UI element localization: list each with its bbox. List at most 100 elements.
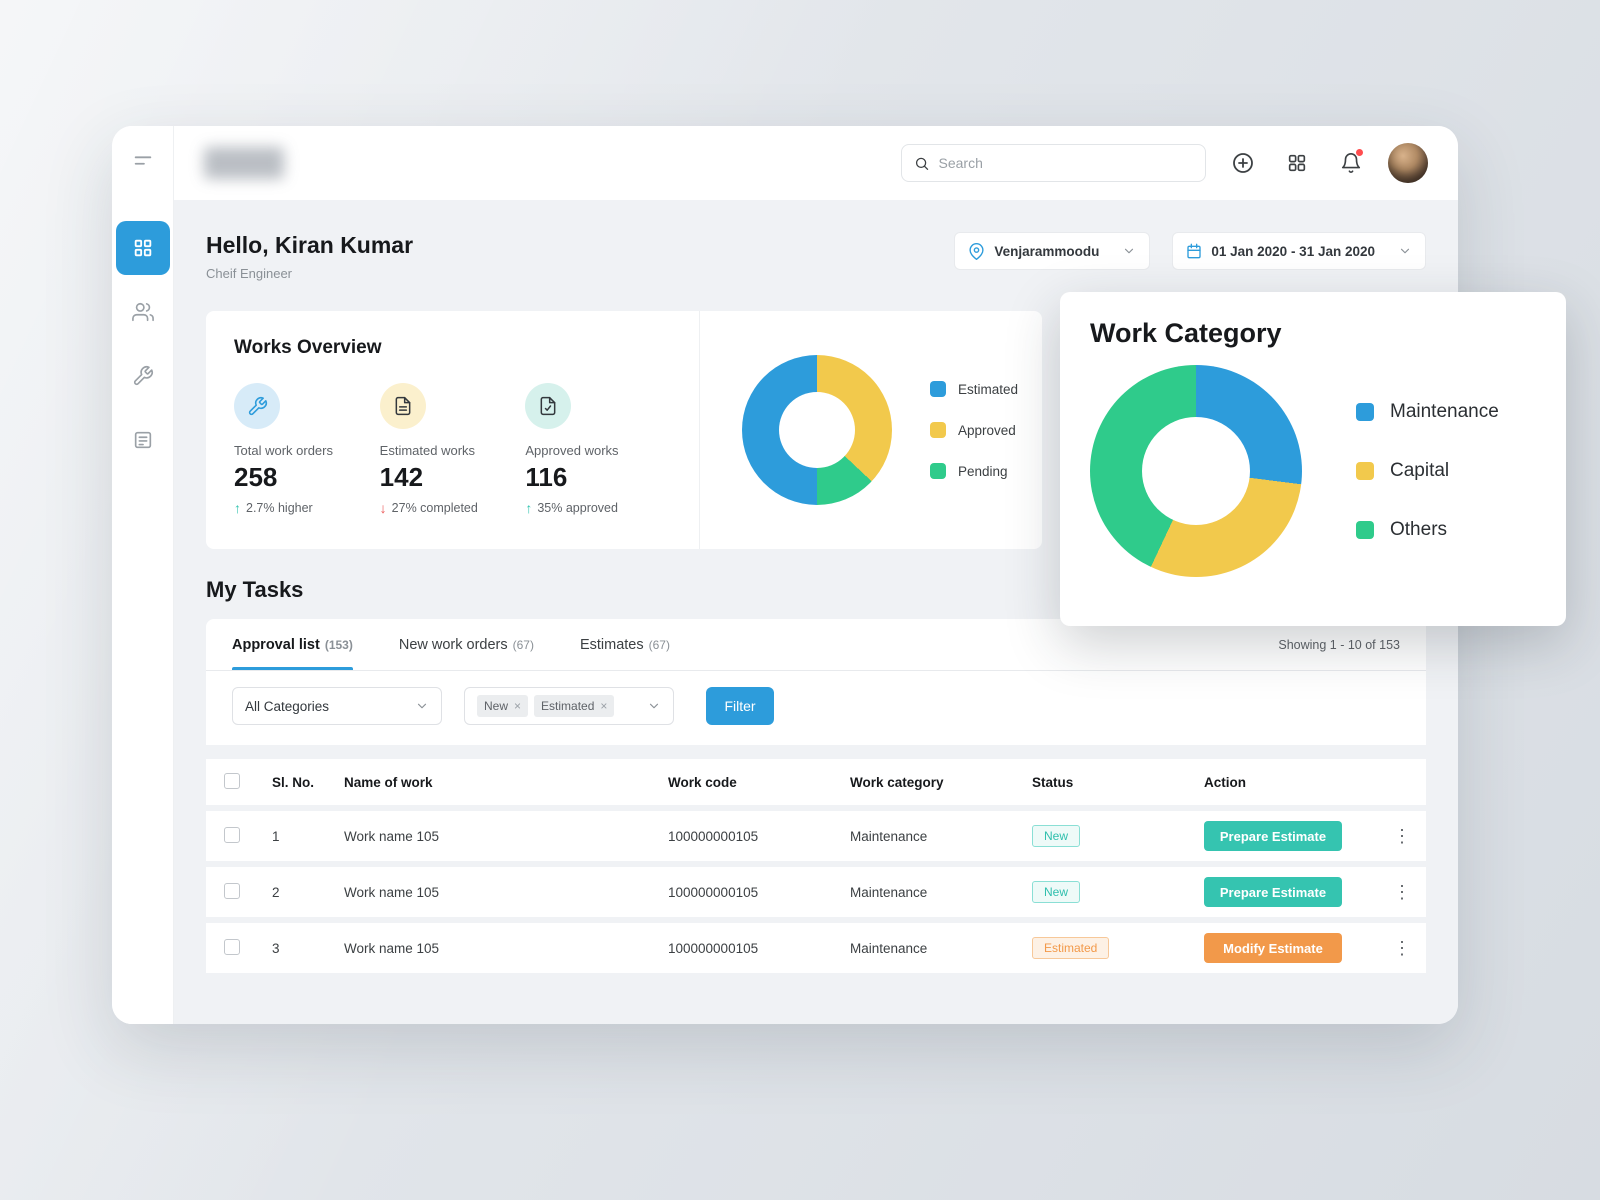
tools-icon xyxy=(133,366,153,386)
stat-estimated-works: Estimated works 142 ↓ 27% completed xyxy=(379,383,526,516)
chip-remove-icon[interactable]: × xyxy=(600,699,608,713)
cell-work-code: 100000000105 xyxy=(668,884,759,900)
row-checkbox[interactable] xyxy=(224,938,240,955)
search-input[interactable] xyxy=(938,155,1193,171)
stat-delta-text: 2.7% higher xyxy=(246,501,313,515)
chevron-down-icon xyxy=(417,703,427,709)
tab-new-work-orders[interactable]: New work orders (67) xyxy=(399,619,534,670)
header-sl-no: Sl. No. xyxy=(272,774,315,790)
avatar[interactable] xyxy=(1388,143,1428,183)
users-icon xyxy=(131,302,154,322)
cell-sl-no: 3 xyxy=(272,940,280,956)
stat-label: Total work orders xyxy=(234,443,333,458)
filter-button[interactable]: Filter xyxy=(706,687,774,725)
sidebar-item-dashboard[interactable] xyxy=(115,221,170,275)
stat-delta-text: 35% approved xyxy=(537,501,618,515)
stat-value: 142 xyxy=(379,462,424,492)
legend-label: Others xyxy=(1390,519,1448,540)
cell-work-category: Maintenance xyxy=(850,940,928,956)
dashboard-grid-icon xyxy=(134,239,151,257)
prepare-estimate-button[interactable]: Prepare Estimate xyxy=(1204,821,1342,851)
sidebar-item-users[interactable] xyxy=(116,285,170,339)
filter-row: All Categories New × Estimated × Filter xyxy=(206,671,1426,745)
tab-label: Approval list xyxy=(232,636,320,653)
stat-value: 116 xyxy=(525,462,568,492)
tab-label: Estimates xyxy=(579,636,644,653)
header-work-category: Work category xyxy=(850,774,944,790)
cell-name-of-work: Work name 105 xyxy=(344,884,440,900)
tasks-tabs: Approval list (153) New work orders (67)… xyxy=(206,619,1426,671)
status-badge: New xyxy=(1032,825,1081,847)
list-document-icon xyxy=(134,431,151,449)
location-value: Venjarammoodu xyxy=(994,243,1100,259)
apps-grid-icon xyxy=(1288,154,1306,172)
chip-label: New xyxy=(484,699,509,713)
status-badge: Estimated xyxy=(1032,937,1110,959)
work-category-legend: Maintenance Capital Others xyxy=(1356,401,1499,541)
date-range-select[interactable]: 01 Jan 2020 - 31 Jan 2020 xyxy=(1172,232,1426,270)
row-checkbox[interactable] xyxy=(224,826,240,843)
category-select[interactable]: All Categories xyxy=(232,687,442,725)
plus-circle-icon xyxy=(1233,153,1253,173)
app-window: Hello, Kiran Kumar Cheif Engineer Venjar… xyxy=(112,126,1458,1024)
location-select[interactable]: Venjarammoodu xyxy=(954,232,1151,270)
my-tasks-title: My Tasks xyxy=(206,577,304,602)
pagination-summary: Showing 1 - 10 of 153 xyxy=(1278,637,1400,652)
stat-label: Approved works xyxy=(525,443,619,458)
tab-count: (153) xyxy=(324,637,353,652)
legend-item: Capital xyxy=(1356,460,1499,482)
legend-item: Others xyxy=(1356,519,1499,541)
sidebar-item-tools[interactable] xyxy=(116,349,170,403)
kebab-menu-icon[interactable]: ⋮ xyxy=(1393,881,1411,902)
work-category-card: Work Category Maintenance Capital Others xyxy=(1060,292,1566,626)
notifications-button[interactable] xyxy=(1334,146,1368,180)
kebab-menu-icon[interactable]: ⋮ xyxy=(1393,937,1411,958)
apps-button[interactable] xyxy=(1280,146,1314,180)
trend-down-icon: ↓ xyxy=(379,500,387,516)
chevron-down-icon xyxy=(1400,248,1410,254)
notification-dot xyxy=(1356,149,1363,156)
legend-swatch xyxy=(1356,462,1374,480)
dashboard-content: Hello, Kiran Kumar Cheif Engineer Venjar… xyxy=(174,200,1458,1024)
sidebar xyxy=(112,126,174,1024)
status-multiselect[interactable]: New × Estimated × xyxy=(464,687,674,725)
cell-sl-no: 2 xyxy=(272,884,280,900)
chip-remove-icon[interactable]: × xyxy=(514,699,522,713)
tab-estimates[interactable]: Estimates (67) xyxy=(580,619,670,670)
tab-approval-list[interactable]: Approval list (153) xyxy=(232,619,353,670)
header-status: Status xyxy=(1032,774,1074,790)
cell-work-category: Maintenance xyxy=(850,828,928,844)
add-button[interactable] xyxy=(1226,146,1260,180)
legend-swatch xyxy=(1356,403,1374,421)
prepare-estimate-button[interactable]: Prepare Estimate xyxy=(1204,877,1342,907)
works-overview-title: Works Overview xyxy=(234,337,382,358)
legend-label: Estimated xyxy=(958,381,1019,397)
works-status-donut-chart xyxy=(742,355,892,505)
bell-icon xyxy=(1341,153,1361,173)
legend-swatch xyxy=(930,463,946,479)
date-range-value: 01 Jan 2020 - 31 Jan 2020 xyxy=(1211,243,1375,259)
table-row: 3 Work name 105 100000000105 Maintenance… xyxy=(206,923,1426,973)
menu-icon[interactable] xyxy=(132,150,154,177)
category-select-value: All Categories xyxy=(245,698,330,714)
kebab-menu-icon[interactable]: ⋮ xyxy=(1393,825,1411,846)
work-category-donut-chart xyxy=(1090,365,1302,577)
modify-estimate-button[interactable]: Modify Estimate xyxy=(1204,933,1342,963)
header-action: Action xyxy=(1204,774,1246,790)
app-logo xyxy=(204,147,284,179)
filter-chip[interactable]: New × xyxy=(477,695,529,717)
legend-item: Maintenance xyxy=(1356,401,1499,423)
filter-chip[interactable]: Estimated × xyxy=(534,695,615,717)
stat-label: Estimated works xyxy=(379,443,476,458)
sidebar-item-reports[interactable] xyxy=(116,413,170,467)
main-area: Hello, Kiran Kumar Cheif Engineer Venjar… xyxy=(174,126,1458,1024)
chip-label: Estimated xyxy=(541,699,595,713)
stat-delta-text: 27% completed xyxy=(391,501,478,515)
legend-item: Approved xyxy=(930,422,1018,438)
row-checkbox[interactable] xyxy=(224,882,240,899)
stat-total-work-orders: Total work orders 258 ↑ 2.7% higher xyxy=(234,383,380,516)
stat-value: 258 xyxy=(234,462,278,492)
search-box xyxy=(901,144,1206,182)
stat-approved-works: Approved works 116 ↑ 35% approved xyxy=(525,383,671,516)
select-all-checkbox[interactable] xyxy=(224,772,240,789)
